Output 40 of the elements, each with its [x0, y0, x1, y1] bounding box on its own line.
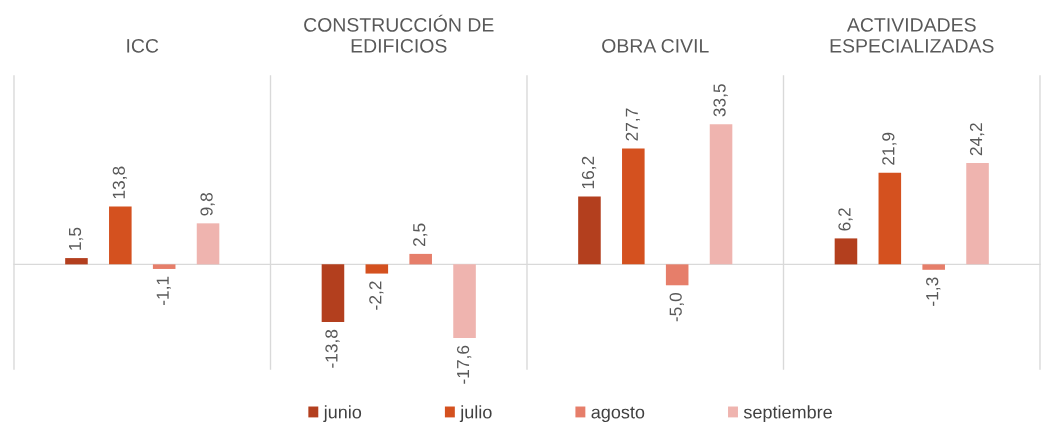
- bar: [152, 264, 176, 269]
- data-label: 2,5: [413, 223, 428, 247]
- bar: [966, 163, 989, 265]
- bar: [409, 253, 432, 265]
- bar: [109, 206, 132, 265]
- x-tick-label: ICC: [127, 38, 159, 53]
- bar: [65, 258, 88, 265]
- bar: [196, 223, 220, 265]
- bar: [709, 124, 733, 265]
- legend-label: junio: [323, 405, 362, 423]
- data-label: -13,8: [325, 329, 340, 368]
- bar: [321, 264, 345, 323]
- legend-label: septiembre: [743, 405, 832, 423]
- bar: [665, 264, 689, 286]
- bar: [922, 264, 945, 270]
- data-label: 27,7: [625, 108, 641, 141]
- data-label: -1,3: [926, 277, 941, 306]
- data-label: 1,5: [69, 227, 84, 250]
- x-tick-label: ACTIVIDADES ESPECIALIZADAS: [830, 18, 994, 53]
- bar: [878, 172, 902, 265]
- data-label: 13,8: [112, 166, 128, 199]
- bar: [453, 264, 476, 339]
- bar: [834, 238, 858, 265]
- data-label: -2,2: [369, 281, 384, 310]
- legend-label: agosto: [591, 406, 645, 423]
- data-label: 9,8: [200, 193, 215, 216]
- legend-label: julio: [459, 405, 492, 423]
- data-label: -1,1: [156, 276, 171, 306]
- data-label: 16,2: [581, 156, 597, 189]
- x-tick-label: OBRA CIVIL: [602, 38, 709, 53]
- data-label: 21,9: [882, 132, 897, 165]
- bar: [365, 264, 389, 274]
- data-label: -17,6: [456, 345, 472, 384]
- x-tick-label: CONSTRUCCIÓN DE EDIFICIOS: [304, 14, 494, 53]
- data-label: 24,2: [969, 123, 985, 156]
- bar: [622, 148, 645, 265]
- bar: [578, 196, 601, 265]
- data-label: 33,5: [713, 84, 728, 117]
- data-label: -5,0: [669, 292, 684, 322]
- data-label: 6,2: [838, 208, 853, 231]
